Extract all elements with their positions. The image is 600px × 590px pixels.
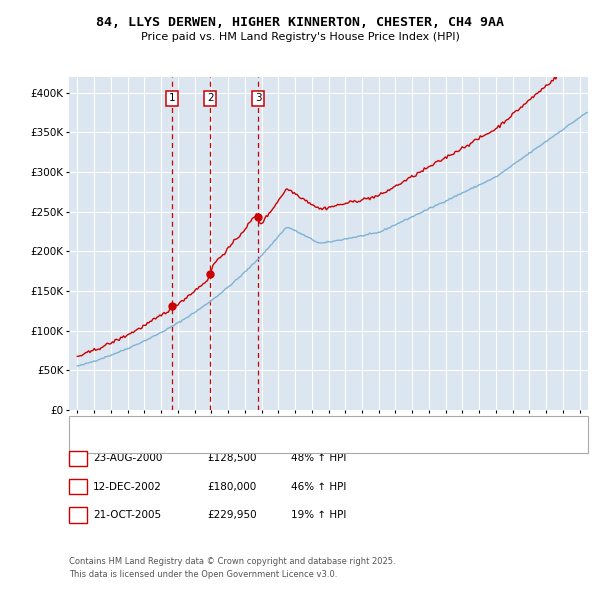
Text: HPI: Average price, detached house, Flintshire: HPI: Average price, detached house, Flin… [110,441,329,450]
Text: 46% ↑ HPI: 46% ↑ HPI [291,482,346,491]
Text: 21-OCT-2005: 21-OCT-2005 [93,510,161,520]
Text: 1: 1 [74,454,82,463]
Text: 2: 2 [74,482,82,491]
Text: 12-DEC-2002: 12-DEC-2002 [93,482,162,491]
Text: £180,000: £180,000 [207,482,256,491]
Text: £128,500: £128,500 [207,454,257,463]
Text: Contains HM Land Registry data © Crown copyright and database right 2025.
This d: Contains HM Land Registry data © Crown c… [69,557,395,579]
Text: £229,950: £229,950 [207,510,257,520]
Text: 48% ↑ HPI: 48% ↑ HPI [291,454,346,463]
Text: 3: 3 [74,510,82,520]
Text: 1: 1 [169,93,175,103]
Text: Price paid vs. HM Land Registry's House Price Index (HPI): Price paid vs. HM Land Registry's House … [140,32,460,42]
Text: 3: 3 [255,93,262,103]
Text: 84, LLYS DERWEN, HIGHER KINNERTON, CHESTER, CH4 9AA: 84, LLYS DERWEN, HIGHER KINNERTON, CHEST… [96,16,504,29]
Text: 2: 2 [207,93,214,103]
Text: 84, LLYS DERWEN, HIGHER KINNERTON, CHESTER, CH4 9AA (detached house): 84, LLYS DERWEN, HIGHER KINNERTON, CHEST… [110,418,478,427]
Text: 23-AUG-2000: 23-AUG-2000 [93,454,163,463]
Text: 19% ↑ HPI: 19% ↑ HPI [291,510,346,520]
